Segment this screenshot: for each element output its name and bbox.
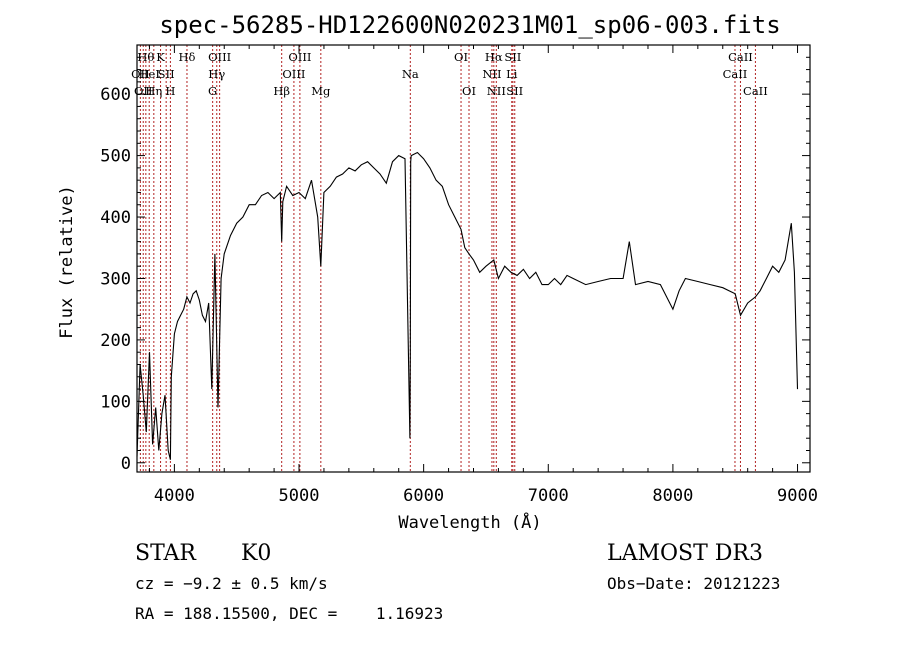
y-tick-label-6: 600 bbox=[100, 85, 131, 105]
x-axis-label: Wavelength (Å) bbox=[398, 511, 541, 533]
line-marker-label-0: OII bbox=[131, 67, 150, 81]
spectrum-series-line bbox=[136, 151, 799, 460]
line-marker-label-4: Hη bbox=[145, 84, 162, 98]
line-marker-label-24: SII bbox=[506, 84, 523, 98]
line-marker-label-6: SII bbox=[158, 67, 175, 81]
chart-title: spec-56285-HD122600N020231M01_sp06-003.f… bbox=[159, 11, 780, 39]
x-tick-label-5: 9000 bbox=[777, 486, 818, 506]
spectral-line-labels: OIIOIIHθHeIHηKSIIHHδGHγOIIIHβOIIIOIIIMgN… bbox=[131, 50, 768, 98]
line-marker-label-3: HeI bbox=[139, 67, 160, 81]
observation-date: Obs−Date: 20121223 bbox=[607, 574, 780, 593]
y-tick-label-3: 300 bbox=[100, 269, 131, 289]
spectral-line-markers bbox=[139, 45, 756, 472]
line-marker-label-17: OI bbox=[454, 50, 468, 64]
y-axis-label: Flux (relative) bbox=[57, 185, 77, 339]
line-marker-label-15: Mg bbox=[311, 84, 331, 98]
line-marker-label-11: OIII bbox=[208, 50, 231, 64]
line-marker-label-16: Na bbox=[402, 67, 419, 81]
coordinates-line: RA = 188.15500, DEC = 1.16923 bbox=[135, 604, 443, 623]
y-tick-label-0: 0 bbox=[121, 454, 131, 474]
x-tick-label-1: 5000 bbox=[279, 486, 320, 506]
line-marker-label-26: CaII bbox=[728, 50, 753, 64]
line-marker-label-8: Hδ bbox=[178, 50, 195, 64]
line-marker-label-22: Li bbox=[506, 67, 518, 81]
line-marker-label-12: Hβ bbox=[273, 84, 290, 98]
object-subclass-label: K0 bbox=[241, 541, 271, 566]
x-axis-ticks: 4000 5000 6000 7000 8000 9000 bbox=[148, 45, 818, 506]
y-tick-label-5: 500 bbox=[100, 147, 131, 167]
line-marker-label-20: Hα bbox=[485, 50, 503, 64]
line-marker-label-25: CaII bbox=[723, 67, 748, 81]
line-marker-label-19: NII bbox=[482, 67, 501, 81]
line-marker-label-5: K bbox=[156, 50, 165, 64]
line-marker-label-7: H bbox=[165, 84, 175, 98]
x-tick-label-4: 8000 bbox=[652, 486, 693, 506]
x-tick-label-2: 6000 bbox=[403, 486, 444, 506]
plot-area-frame bbox=[136, 44, 811, 473]
y-axis-ticks: 0 100 200 300 400 500 600 bbox=[100, 56, 810, 474]
y-tick-label-4: 400 bbox=[100, 208, 131, 228]
line-marker-label-10: Hγ bbox=[208, 67, 225, 81]
line-marker-label-23: SII bbox=[504, 50, 521, 64]
y-tick-label-1: 100 bbox=[100, 392, 131, 412]
x-tick-label-0: 4000 bbox=[154, 486, 195, 506]
line-marker-label-13: OIII bbox=[282, 67, 305, 81]
line-marker-label-21: NII bbox=[487, 84, 506, 98]
survey-label: LAMOST DR3 bbox=[607, 541, 763, 566]
line-marker-label-2: Hθ bbox=[137, 50, 154, 64]
y-tick-label-2: 200 bbox=[100, 331, 131, 351]
line-marker-label-18: OI bbox=[462, 84, 476, 98]
line-marker-label-9: G bbox=[208, 84, 217, 98]
x-tick-label-3: 7000 bbox=[528, 486, 569, 506]
object-class-label: STAR bbox=[135, 541, 197, 566]
line-marker-label-27: CaII bbox=[743, 84, 768, 98]
redshift-line: cz = −9.2 ± 0.5 km/s bbox=[135, 574, 328, 593]
line-marker-label-14: OIII bbox=[288, 50, 311, 64]
